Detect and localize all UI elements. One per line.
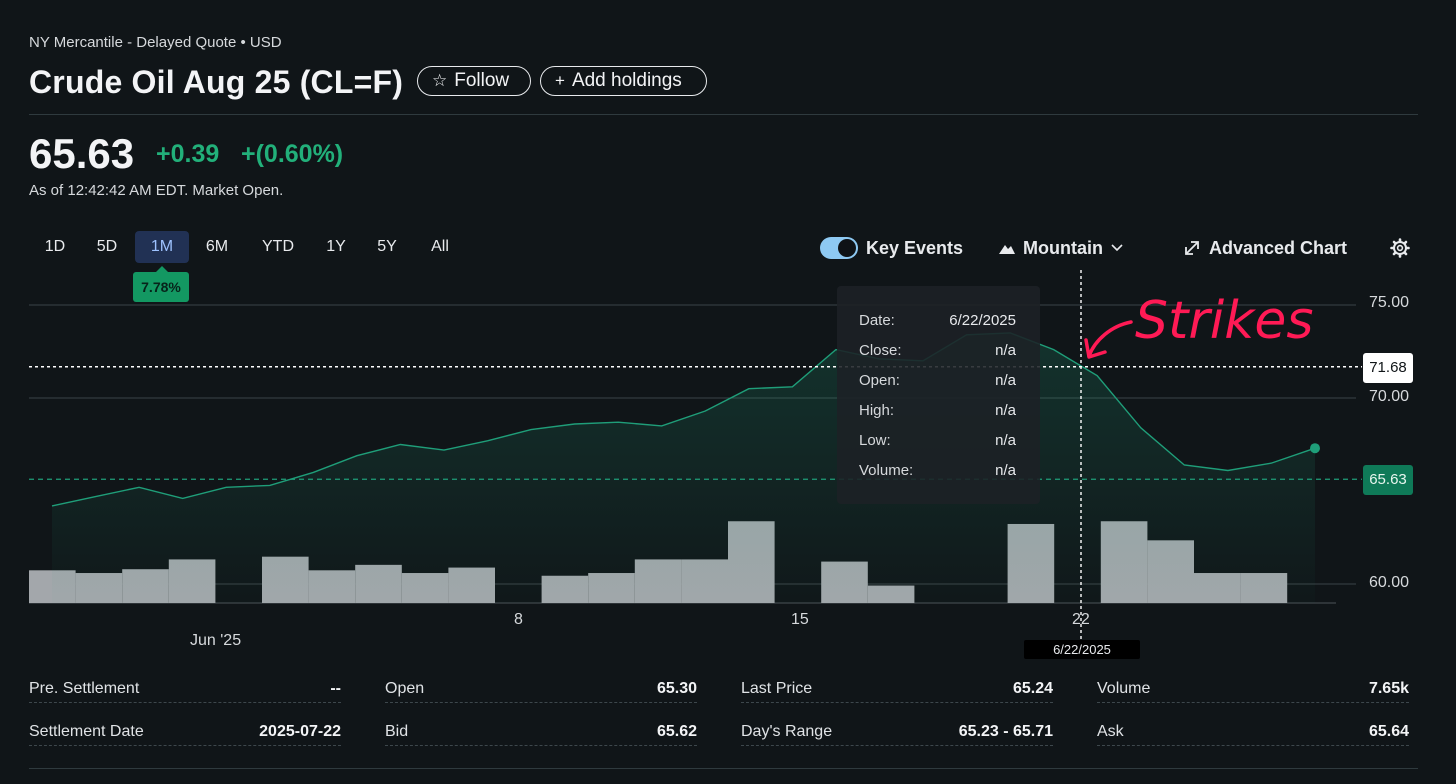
stat-label: Open [385, 680, 425, 697]
range-ytd[interactable]: YTD [262, 238, 294, 255]
annotation-text: Strikes [1135, 291, 1313, 351]
chart-type-label: Mountain [1023, 237, 1103, 258]
stat-settlement-date: Settlement Date 2025-07-22 [29, 721, 341, 746]
tooltip-value: n/a [995, 402, 1016, 419]
tooltip-row: Volume: n/a [859, 462, 1016, 482]
key-events-label: Key Events [866, 237, 964, 258]
header-divider [29, 114, 1418, 115]
tooltip-value: n/a [995, 342, 1016, 359]
advanced-chart-label: Advanced Chart [1209, 237, 1348, 258]
add-holdings-button[interactable]: + Add holdings [540, 66, 707, 96]
range-6m[interactable]: 6M [205, 238, 229, 255]
range-1y[interactable]: 1Y [326, 238, 346, 255]
stat-label: Settlement Date [29, 723, 144, 740]
stat-value: 7.65k [1368, 680, 1409, 697]
follow-button[interactable]: ☆ Follow [417, 66, 531, 96]
stat-ask: Ask 65.64 [1097, 721, 1409, 746]
current-price: 65.63 [29, 130, 135, 177]
crosshair-price-flag: 71.68 [1363, 353, 1413, 383]
x-tick-label: Jun '25 [190, 632, 242, 649]
add-holdings-label: Add holdings [571, 70, 682, 91]
stat-value: 65.30 [656, 680, 697, 697]
stat-open: Open 65.30 [385, 678, 697, 703]
key-events-toggle[interactable]: Key Events [820, 236, 963, 260]
chart-type-select[interactable]: Mountain [999, 236, 1123, 260]
star-icon: ☆ [432, 71, 448, 90]
tooltip-value: 6/22/2025 [949, 312, 1016, 329]
y-tick-label: 70.00 [1369, 388, 1410, 405]
follow-label: Follow [454, 70, 510, 91]
y-tick-label: 60.00 [1369, 574, 1410, 591]
handwritten-annotation: Strikes [1084, 291, 1313, 359]
bottom-divider [29, 768, 1418, 769]
stat-value: -- [330, 680, 341, 697]
stat-value: 65.24 [1012, 680, 1053, 697]
tooltip-row: Low: n/a [859, 432, 1016, 452]
range-1m[interactable]: 1M [135, 231, 189, 263]
tooltip-label: Low: [859, 432, 891, 449]
stat-label: Volume [1097, 680, 1151, 697]
exchange-label: NY Mercantile - Delayed Quote • USD [29, 34, 282, 51]
stat-label: Last Price [741, 680, 813, 697]
page-title: Crude Oil Aug 25 (CL=F) [29, 64, 404, 100]
stat-label: Pre. Settlement [29, 680, 140, 697]
range-5d[interactable]: 5D [96, 238, 118, 255]
stat-bid: Bid 65.62 [385, 721, 697, 746]
expand-icon [1185, 241, 1199, 255]
last-price-flag: 65.63 [1363, 465, 1413, 495]
price-change: +0.39 [156, 140, 220, 168]
stat-pre-settlement: Pre. Settlement -- [29, 678, 341, 703]
stat-volume: Volume 7.65k [1097, 678, 1409, 703]
tooltip-label: Date: [859, 312, 895, 329]
tooltip-row: Close: n/a [859, 342, 1016, 362]
chevron-down-icon [1111, 244, 1123, 252]
x-tick-label: 15 [791, 611, 809, 628]
price-change-percent: +(0.60%) [241, 140, 344, 168]
range-5y[interactable]: 5Y [377, 238, 397, 255]
tooltip-row: High: n/a [859, 402, 1016, 422]
range-1d[interactable]: 1D [44, 238, 66, 255]
settings-button[interactable] [1390, 236, 1410, 260]
stat-value: 65.62 [656, 723, 697, 740]
tooltip-label: High: [859, 402, 895, 419]
tooltip-value: n/a [995, 462, 1016, 479]
x-tick-label: 22 [1072, 611, 1090, 628]
quote-timestamp: As of 12:42:42 AM EDT. Market Open. [29, 182, 284, 199]
stat-label: Day's Range [741, 723, 833, 740]
y-tick-label: 75.00 [1369, 294, 1410, 311]
tooltip-row: Date: 6/22/2025 [859, 312, 1016, 332]
tooltip-label: Open: [859, 372, 900, 389]
chart-tooltip: Date: 6/22/2025 Close: n/a Open: n/a High: n… [837, 286, 1040, 504]
range-change-badge: 7.78% [133, 266, 189, 302]
range-all[interactable]: All [431, 238, 449, 255]
stat-label: Bid [385, 723, 409, 740]
tooltip-row: Open: n/a [859, 372, 1016, 392]
mountain-icon [999, 245, 1015, 254]
price-line [51, 332, 1316, 507]
price-area [52, 332, 1315, 603]
stat-value: 65.23 - 65.71 [958, 723, 1053, 740]
advanced-chart-button[interactable]: Advanced Chart [1183, 236, 1347, 260]
stat-value: 65.64 [1368, 723, 1409, 740]
crosshair-date-flag: 6/22/2025 [1024, 640, 1140, 659]
stat-days-range: Day's Range 65.23 - 65.71 [741, 721, 1053, 746]
tooltip-label: Close: [859, 342, 902, 359]
toggle-switch[interactable] [820, 237, 858, 259]
stat-value: 2025-07-22 [259, 723, 341, 740]
tooltip-value: n/a [995, 372, 1016, 389]
plus-icon: + [555, 71, 565, 90]
stat-label: Ask [1097, 723, 1124, 740]
tooltip-label: Volume: [859, 462, 914, 479]
stat-last-price: Last Price 65.24 [741, 678, 1053, 703]
x-tick-label: 8 [514, 611, 523, 628]
last-price-dot [1310, 443, 1320, 454]
gear-icon [1390, 238, 1410, 258]
tooltip-value: n/a [995, 432, 1016, 449]
